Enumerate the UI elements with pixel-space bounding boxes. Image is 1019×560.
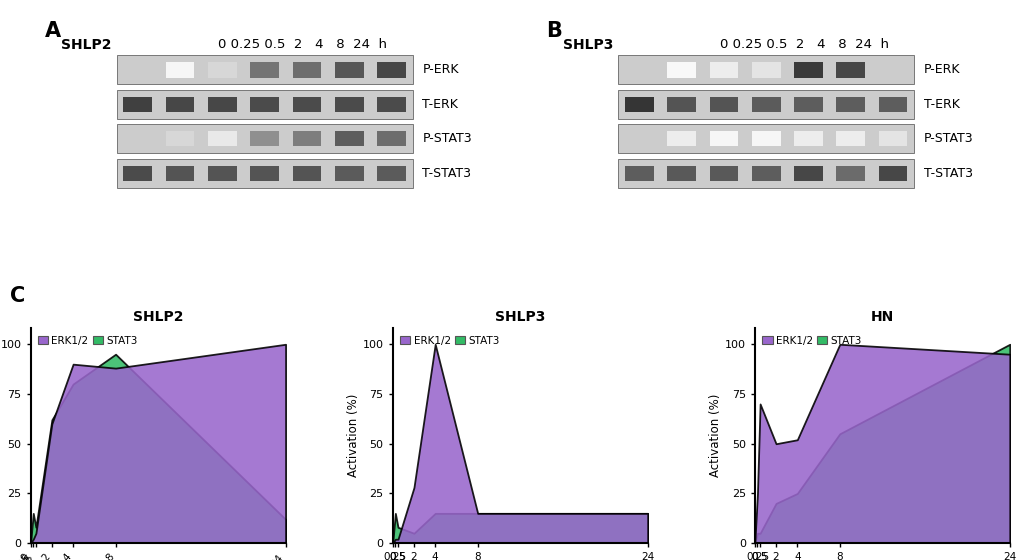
- Bar: [618, 55, 913, 85]
- Bar: [836, 97, 864, 112]
- Bar: [377, 62, 406, 77]
- Bar: [123, 97, 152, 112]
- Bar: [625, 97, 653, 112]
- Bar: [794, 166, 822, 181]
- Bar: [709, 97, 738, 112]
- Text: P-STAT3: P-STAT3: [923, 132, 972, 145]
- Bar: [618, 158, 913, 188]
- Bar: [250, 62, 279, 77]
- Bar: [334, 131, 364, 146]
- Text: P-STAT3: P-STAT3: [422, 132, 472, 145]
- Bar: [751, 62, 780, 77]
- Bar: [208, 62, 236, 77]
- Text: C: C: [10, 286, 25, 306]
- Bar: [116, 124, 413, 153]
- Bar: [165, 166, 195, 181]
- Bar: [250, 97, 279, 112]
- Bar: [377, 166, 406, 181]
- Legend: ERK1/2, STAT3: ERK1/2, STAT3: [36, 334, 140, 348]
- Bar: [878, 166, 907, 181]
- Bar: [878, 97, 907, 112]
- Bar: [836, 166, 864, 181]
- Legend: ERK1/2, STAT3: ERK1/2, STAT3: [397, 334, 501, 348]
- Bar: [165, 62, 195, 77]
- Text: 0 0.25 0.5  2   4   8  24  h: 0 0.25 0.5 2 4 8 24 h: [218, 38, 387, 52]
- Text: P-ERK: P-ERK: [923, 63, 959, 77]
- Bar: [250, 131, 279, 146]
- Bar: [836, 131, 864, 146]
- Bar: [709, 62, 738, 77]
- Text: A: A: [45, 21, 61, 41]
- Bar: [666, 131, 695, 146]
- Text: B: B: [546, 21, 561, 41]
- Bar: [116, 158, 413, 188]
- Bar: [165, 131, 195, 146]
- Bar: [751, 166, 780, 181]
- Text: P-ERK: P-ERK: [422, 63, 459, 77]
- Bar: [292, 97, 321, 112]
- Bar: [123, 166, 152, 181]
- Bar: [377, 131, 406, 146]
- Bar: [292, 62, 321, 77]
- Bar: [666, 97, 695, 112]
- Bar: [709, 166, 738, 181]
- Text: T-ERK: T-ERK: [422, 98, 458, 111]
- Bar: [165, 97, 195, 112]
- Bar: [666, 166, 695, 181]
- Bar: [377, 97, 406, 112]
- Bar: [292, 166, 321, 181]
- Bar: [334, 97, 364, 112]
- Bar: [250, 166, 279, 181]
- Text: T-STAT3: T-STAT3: [422, 167, 471, 180]
- Bar: [836, 62, 864, 77]
- Bar: [794, 131, 822, 146]
- Legend: ERK1/2, STAT3: ERK1/2, STAT3: [759, 334, 863, 348]
- Y-axis label: Activation (%): Activation (%): [346, 394, 360, 478]
- Bar: [334, 62, 364, 77]
- Bar: [208, 97, 236, 112]
- Bar: [794, 62, 822, 77]
- Bar: [666, 62, 695, 77]
- Bar: [751, 97, 780, 112]
- Bar: [709, 131, 738, 146]
- Bar: [116, 90, 413, 119]
- Title: SHLP3: SHLP3: [494, 310, 545, 324]
- Bar: [618, 90, 913, 119]
- Bar: [334, 166, 364, 181]
- Text: T-STAT3: T-STAT3: [923, 167, 972, 180]
- Text: 0 0.25 0.5  2   4   8  24  h: 0 0.25 0.5 2 4 8 24 h: [719, 38, 888, 52]
- Bar: [878, 131, 907, 146]
- Title: HN: HN: [870, 310, 893, 324]
- Bar: [116, 55, 413, 85]
- Bar: [618, 124, 913, 153]
- Y-axis label: Activation (%): Activation (%): [708, 394, 721, 478]
- Bar: [292, 131, 321, 146]
- Bar: [751, 131, 780, 146]
- Bar: [625, 166, 653, 181]
- Text: T-ERK: T-ERK: [923, 98, 959, 111]
- Bar: [794, 97, 822, 112]
- Text: SHLP3: SHLP3: [562, 38, 612, 52]
- Bar: [208, 131, 236, 146]
- Text: SHLP2: SHLP2: [61, 38, 112, 52]
- Bar: [208, 166, 236, 181]
- Title: SHLP2: SHLP2: [132, 310, 183, 324]
